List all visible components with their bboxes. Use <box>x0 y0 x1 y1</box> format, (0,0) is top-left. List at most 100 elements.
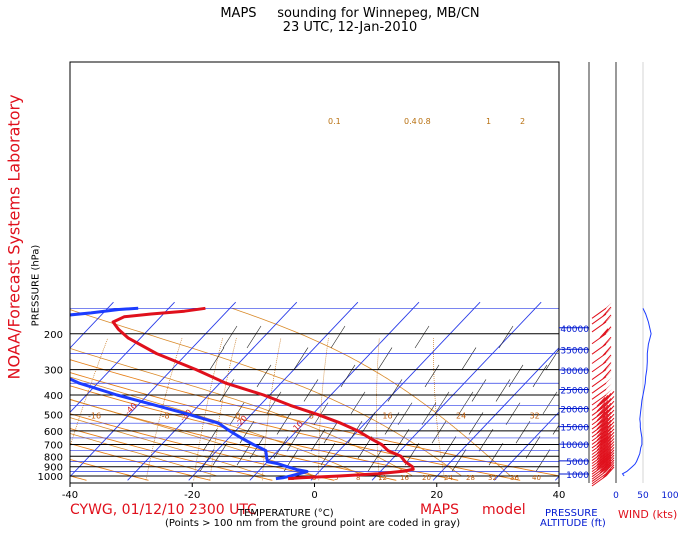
wind-barb-feather <box>605 405 615 416</box>
wind-barb-feather <box>602 443 612 453</box>
background-tick <box>525 436 541 459</box>
wind-barb-feather <box>599 404 609 415</box>
background-tick <box>357 436 373 459</box>
bottom-line-label: 5 <box>334 474 338 482</box>
wind-barb <box>591 425 615 445</box>
wind-barb-feather <box>605 441 615 451</box>
wind-barb <box>591 400 615 421</box>
wind-barb <box>591 383 612 400</box>
wind-barb-feather <box>596 419 606 430</box>
isotherm <box>70 301 175 413</box>
background-tick <box>199 449 215 472</box>
wind-barb <box>591 405 615 426</box>
wind-barb-feather <box>602 415 612 426</box>
wind-barb-feather <box>602 446 612 456</box>
wind-barb-staff <box>591 307 607 319</box>
moist-adiabat-label: 24 <box>456 412 466 421</box>
wind-barb-feather <box>605 421 615 432</box>
background-tick <box>414 325 430 349</box>
y-tick-label: 1000 <box>38 472 63 483</box>
background-tick <box>515 421 531 444</box>
wind-barb-staff <box>591 394 607 406</box>
wind-barb-feather <box>602 464 612 474</box>
wind-barb-feather <box>599 400 609 410</box>
wind-barb-feather <box>596 406 606 417</box>
dry-adiabat <box>70 372 521 481</box>
wind-barb-feather <box>602 454 612 464</box>
background-tick <box>222 325 238 349</box>
wind-barb-feather <box>602 430 612 441</box>
wind-barb-feather <box>605 438 615 448</box>
wind-barb-feather <box>602 346 612 356</box>
wind-barb <box>591 354 612 373</box>
mixing-ratio-line <box>318 338 329 481</box>
moist-adiabat-label: 8 <box>309 412 314 421</box>
wind-barb-feather <box>602 459 612 470</box>
wind-barb-feather <box>605 459 615 470</box>
y-tick-label: 600 <box>44 427 63 438</box>
wind-barb-feather <box>602 306 612 317</box>
wind-speed-profile <box>621 308 652 477</box>
y-tick-label: 200 <box>44 330 63 341</box>
pressure-altitude-label: PRESSURE <box>545 508 598 519</box>
background-tick <box>441 436 457 459</box>
wind-barb-flag <box>603 377 612 386</box>
wind-barb <box>591 413 615 434</box>
wind-barb-feather <box>596 397 606 407</box>
background-tick <box>498 325 514 349</box>
altitude-tick-label: 15000 <box>560 424 589 434</box>
wind-barb <box>591 389 612 406</box>
temperature-profile <box>111 306 415 481</box>
wind-barb <box>591 466 615 487</box>
x-tick-label: 40 <box>553 490 566 501</box>
wind-barb-feather <box>602 433 612 444</box>
mixing-ratio-line <box>433 338 446 481</box>
wind-barb-feather <box>605 446 615 457</box>
isotherm <box>616 302 700 480</box>
wind-barb-feather <box>602 407 612 418</box>
background-tick <box>293 347 309 370</box>
y-tick-label: 300 <box>44 366 63 377</box>
mixing-ratio-label: 0.8 <box>418 117 431 126</box>
wind-barb-feather <box>599 429 609 439</box>
bottom-line-label: 12 <box>378 474 387 482</box>
title-model: MAPS <box>220 6 257 21</box>
background-tick <box>461 347 477 370</box>
moist-adiabat-label: 32 <box>530 412 540 421</box>
wind-barb <box>591 302 612 319</box>
x-tick-label: -20 <box>184 490 200 501</box>
bottom-line-label: 20 <box>422 474 431 482</box>
background-tick <box>286 429 302 452</box>
altitude-tick-label: 40000 <box>560 325 589 335</box>
background-tick <box>508 364 524 388</box>
moist-adiabat <box>70 417 267 477</box>
background-tick <box>303 379 319 402</box>
wind-barb-feather <box>602 314 612 325</box>
wind-barb <box>591 326 612 345</box>
dewpoint-profile <box>70 306 309 481</box>
wind-barb-feather <box>605 457 615 468</box>
isotherm <box>70 301 114 349</box>
wind-barb <box>591 409 615 430</box>
wind-barb-feather <box>596 415 606 426</box>
wind-barb-feather <box>605 400 615 411</box>
wind-barb-feather <box>605 413 615 424</box>
background-tick <box>340 364 356 388</box>
model-word-label: model <box>482 502 526 518</box>
background-tick <box>246 325 262 349</box>
wind-barb-feather <box>602 423 612 434</box>
moist-adiabat-label: 0 <box>235 412 240 421</box>
moist-adiabat <box>70 433 218 477</box>
background-tick <box>256 364 272 388</box>
background-tick <box>545 348 559 370</box>
wind-barb <box>591 314 612 333</box>
model-name-label: MAPS <box>420 502 459 518</box>
wind-barb-feather <box>605 462 615 472</box>
wind-barb-feather <box>602 456 612 467</box>
isotherm <box>127 301 298 481</box>
wind-barb <box>591 336 612 355</box>
y-tick-label: 700 <box>44 440 63 451</box>
footnote: (Points > 100 nm from the ground point a… <box>165 518 461 529</box>
bottom-line-label: 24 <box>444 474 453 482</box>
wind-barb-feather <box>602 437 612 447</box>
